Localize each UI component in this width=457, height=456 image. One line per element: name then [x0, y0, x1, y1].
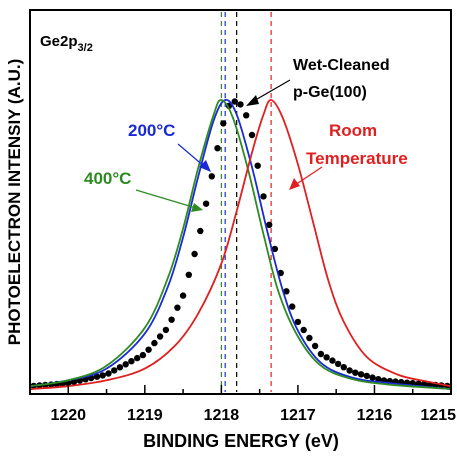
data-point: [289, 303, 296, 310]
x-axis-label: BINDING ENERGY (eV): [143, 431, 339, 451]
x-axis-ticks: [29, 385, 452, 394]
data-point: [122, 361, 129, 368]
plot-frame: [29, 9, 452, 395]
arrow-wet-cleaned: [251, 79, 291, 103]
data-point: [134, 354, 141, 362]
annotation-400c: 400°C: [84, 169, 131, 188]
arrowhead-400c: [191, 203, 203, 212]
data-point: [156, 333, 164, 340]
data-point: [266, 221, 273, 228]
panel-label-subscript: 3/2: [78, 42, 93, 54]
y-axis-label: PHOTOELECTRON INTENSIY (A.U.): [5, 59, 24, 346]
data-point: [311, 342, 319, 350]
x-tick-label: 1218: [204, 407, 240, 424]
data-point: [93, 373, 101, 380]
data-point: [214, 145, 221, 152]
data-point: [99, 372, 106, 379]
series-line-3: [29, 99, 452, 390]
data-point: [306, 334, 313, 342]
data-point: [128, 358, 135, 365]
data-point: [179, 292, 187, 299]
x-tick-label: 1220: [50, 407, 86, 424]
x-tick-label: 1216: [357, 407, 393, 424]
data-point: [151, 339, 158, 347]
data-point: [317, 350, 325, 358]
x-axis-tick-labels: 1220 1219 1218 1217 1216 1215: [50, 407, 456, 424]
data-point: [369, 374, 376, 381]
annotation-room: Room: [329, 121, 377, 140]
data-point: [294, 318, 302, 326]
data-point: [231, 98, 238, 105]
data-point: [329, 357, 336, 364]
data-point: [191, 250, 198, 258]
data-point: [357, 371, 365, 378]
data-point: [197, 227, 204, 235]
data-point: [243, 112, 250, 119]
data-point: [352, 369, 359, 376]
series-group: [29, 98, 452, 390]
data-point: [145, 346, 152, 353]
data-point: [202, 200, 210, 207]
data-point: [185, 271, 192, 278]
peak-reference-lines: [220, 12, 272, 392]
arrow-400c: [135, 189, 197, 209]
data-point: [271, 245, 279, 253]
data-point: [323, 354, 330, 361]
annotation-wet-cleaned: Wet-Cleaned: [293, 57, 390, 74]
data-point: [300, 326, 307, 334]
arrowhead-wet-cleaned: [246, 95, 259, 106]
data-point: [162, 326, 170, 334]
arrow-room-temperature: [294, 166, 323, 186]
data-point: [111, 367, 118, 374]
data-point: [168, 316, 175, 323]
data-point: [174, 304, 181, 311]
arrowhead-room-temperature: [289, 178, 300, 190]
data-point: [363, 372, 370, 380]
data-point: [105, 370, 112, 377]
series-line-1: [29, 98, 452, 390]
x-tick-label: 1215: [420, 407, 456, 424]
panel-label-base: Ge2p: [40, 33, 78, 50]
data-point: [220, 120, 227, 127]
data-point: [237, 101, 244, 108]
arrowhead-200c: [199, 160, 211, 172]
data-point: [248, 131, 256, 139]
data-point: [254, 162, 261, 169]
data-point: [260, 193, 267, 200]
data-point: [139, 351, 147, 359]
annotation-200c: 200°C: [128, 121, 175, 140]
annotation-arrows: [135, 79, 323, 212]
data-point: [375, 376, 382, 383]
panel-label: Ge2p3/2: [40, 33, 93, 54]
annotation-temperature: Temperature: [306, 149, 408, 168]
series-line-2: [29, 99, 452, 390]
data-point: [283, 288, 290, 295]
data-point: [208, 173, 215, 180]
data-point: [116, 364, 124, 371]
data-point: [346, 367, 353, 374]
data-point: [340, 364, 347, 371]
x-tick-label: 1217: [280, 407, 316, 424]
arrow-200c: [177, 143, 206, 168]
data-point: [334, 360, 342, 368]
annotation-p-ge100: p-Ge(100): [293, 84, 367, 101]
x-tick-label: 1219: [127, 407, 163, 424]
